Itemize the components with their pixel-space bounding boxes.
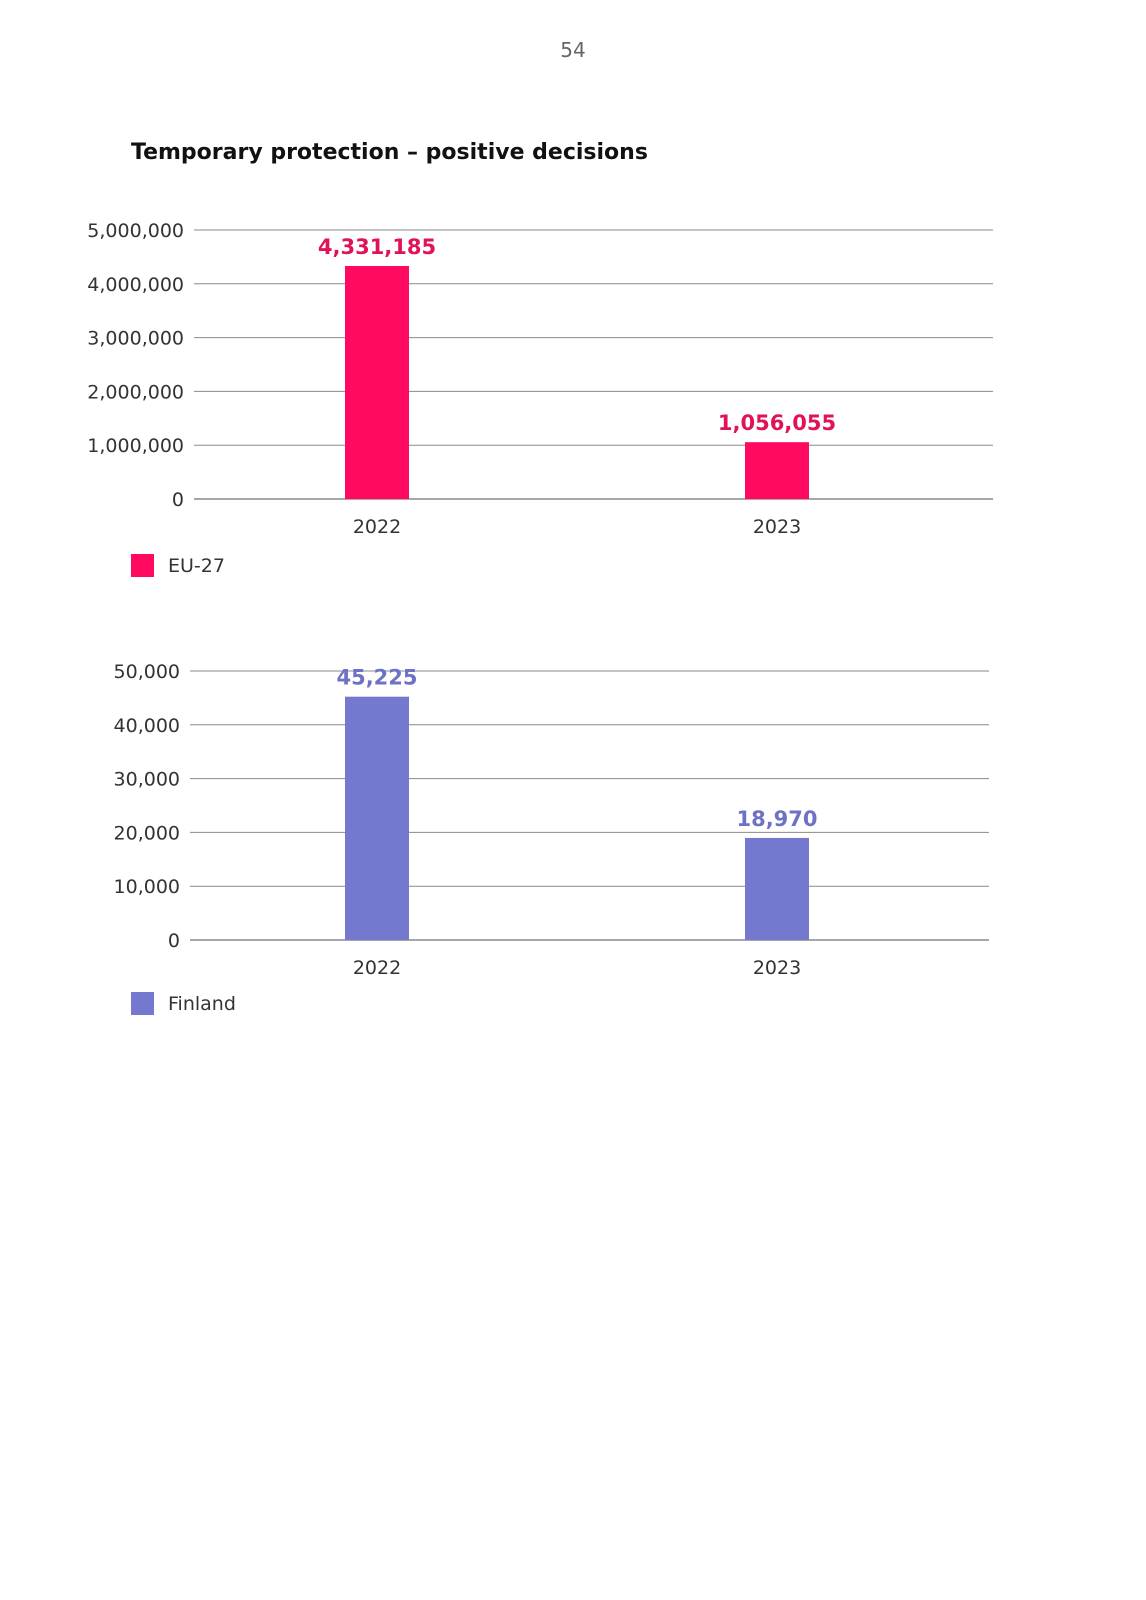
y-tick-label: 30,000 [114, 769, 180, 791]
legend-label-finland: Finland [168, 992, 236, 1015]
y-tick-label: 2,000,000 [87, 381, 184, 403]
legend-label-eu-27: EU-27 [168, 554, 225, 577]
page-number: 54 [560, 38, 586, 62]
y-tick-label: 4,000,000 [87, 274, 184, 296]
bar [345, 696, 409, 940]
eu-27-bar-chart: 0 1,000,000 2,000,000 3,000,000 4,000,000 5,0… [87, 220, 993, 538]
legend-finland: Finland [131, 992, 236, 1015]
data-label: 45,225 [336, 666, 417, 690]
y-tick-label: 10,000 [114, 876, 180, 898]
bar [745, 442, 809, 499]
data-label: 4,331,185 [318, 235, 436, 259]
chart-title: Temporary protection – positive decision… [131, 140, 648, 165]
finland-bar-chart: 0 10,000 20,000 30,000 40,000 50,000 45,225 202… [114, 661, 989, 979]
y-tick-label: 0 [168, 930, 180, 952]
data-label: 1,056,055 [718, 411, 836, 435]
y-tick-label: 1,000,000 [87, 435, 184, 457]
y-tick-label: 40,000 [114, 715, 180, 737]
y-tick-label: 5,000,000 [87, 220, 184, 242]
bar [345, 265, 409, 499]
y-tick-label: 0 [172, 489, 184, 511]
y-tick-label: 50,000 [114, 661, 180, 683]
legend-eu-27: EU-27 [131, 554, 225, 577]
y-tick-label: 20,000 [114, 822, 180, 844]
legend-swatch-eu-27 [131, 554, 154, 577]
x-tick-label: 2023 [753, 957, 801, 979]
x-tick-label: 2022 [353, 957, 401, 979]
x-tick-label: 2023 [753, 516, 801, 538]
legend-swatch-finland [131, 992, 154, 1015]
bar [745, 837, 809, 940]
y-tick-label: 3,000,000 [87, 328, 184, 350]
x-tick-label: 2022 [353, 516, 401, 538]
data-label: 18,970 [736, 807, 817, 831]
